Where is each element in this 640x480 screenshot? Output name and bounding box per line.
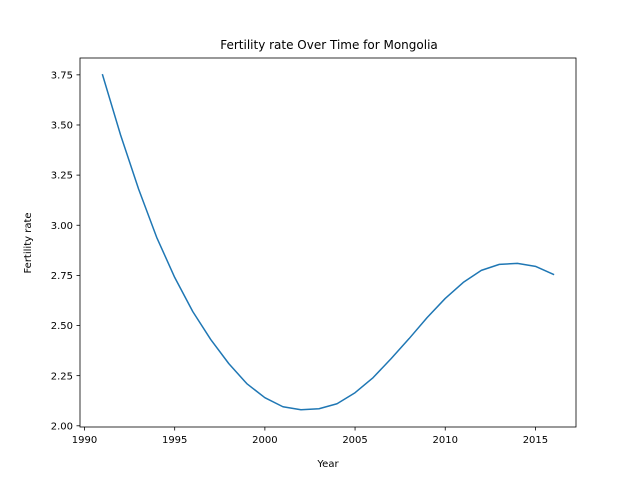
x-tick-label: 2015 (523, 435, 548, 446)
x-axis-ticks: 1990 1995 2000 2005 2010 2015 (72, 427, 548, 446)
y-tick-label: 2.75 (51, 271, 73, 282)
fertility-rate-line (101, 73, 555, 411)
y-tick-label: 3.00 (51, 221, 73, 232)
x-tick-label: 2000 (252, 435, 277, 446)
y-axis-ticks: 2.00 2.25 2.50 2.75 3.00 3.25 3.50 3.75 (51, 70, 80, 432)
plot-area (101, 73, 555, 411)
y-tick-label: 3.50 (51, 121, 73, 132)
x-tick-label: 2010 (433, 435, 458, 446)
x-axis-label: Year (316, 459, 339, 470)
y-tick-label: 2.25 (51, 371, 73, 382)
x-tick-label: 2005 (342, 435, 367, 446)
y-tick-label: 2.50 (51, 321, 73, 332)
y-tick-label: 2.00 (51, 421, 73, 432)
chart-title: Fertility rate Over Time for Mongolia (220, 38, 438, 52)
x-tick-label: 1990 (72, 435, 97, 446)
y-axis-label: Fertility rate (23, 212, 34, 273)
y-tick-label: 3.75 (51, 70, 73, 81)
x-tick-label: 1995 (162, 435, 187, 446)
plot-frame (79, 57, 577, 428)
y-tick-label: 3.25 (51, 171, 73, 182)
